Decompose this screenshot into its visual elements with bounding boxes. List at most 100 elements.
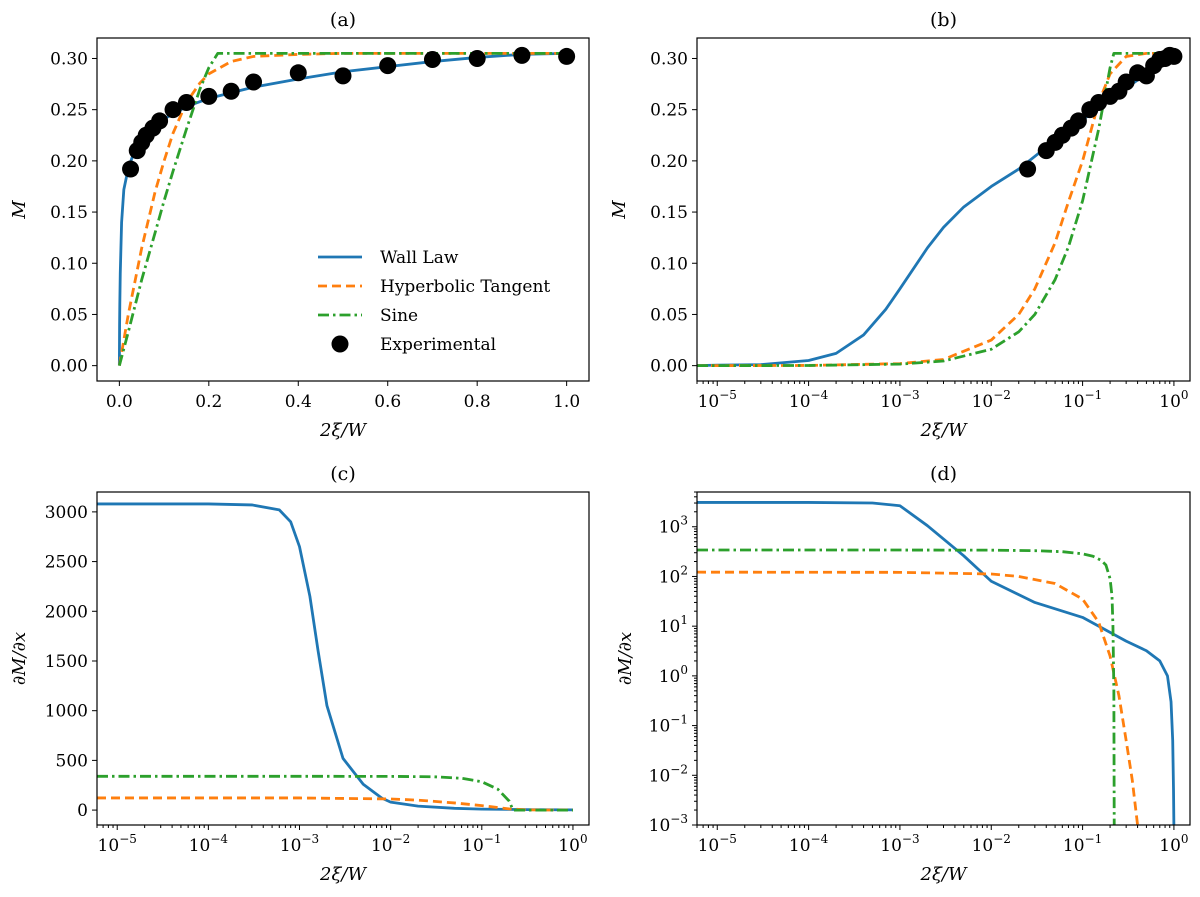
series-line-sine (97, 774, 573, 812)
y-tick-label: 500 (56, 751, 88, 771)
x-tick-label: 0.0 (106, 392, 133, 412)
y-tick-label: 2500 (45, 553, 88, 573)
x-tick-label: 10−5 (98, 832, 137, 856)
data-point-exp (222, 82, 240, 100)
y-tick-label: 100 (659, 663, 688, 687)
y-tick-label: 0.30 (650, 49, 688, 69)
data-point-exp (289, 64, 307, 82)
y-tick-label: 0.00 (650, 357, 688, 377)
x-axis-label: 2ξ/W (319, 864, 367, 885)
x-tick-label: 10−1 (1063, 832, 1102, 856)
x-tick-label: 0.4 (285, 392, 312, 412)
data-point-exp (334, 67, 352, 85)
y-tick-label: 10−2 (649, 762, 688, 786)
plot-area (697, 501, 1176, 825)
x-tick-label: 10−5 (698, 388, 737, 412)
x-tick-label: 100 (558, 832, 587, 856)
panel-b: (b) 10−5 10−4 10−3 10−2 10−1 100 0.00 0.05 0.10 0.… (609, 9, 1191, 441)
series-line-tanh (97, 796, 573, 812)
x-tick-label: 10−3 (280, 832, 319, 856)
legend-label: Wall Law (380, 248, 459, 268)
x-tick-label: 0.8 (464, 392, 491, 412)
panel-a: (a) 0.0 0.2 0.4 0.6 0.8 1.0 0.00 0.05 0.10 0.15 0.2… (9, 9, 590, 441)
y-tick-label: 0.25 (50, 101, 88, 121)
data-point-exp (1069, 112, 1087, 130)
data-point-exp (1165, 47, 1183, 65)
y-tick-label: 103 (659, 514, 688, 538)
panel-title: (d) (930, 463, 957, 485)
x-tick-label: 10−1 (1063, 388, 1102, 412)
data-point-exp (379, 57, 397, 75)
y-tick-label: 1000 (45, 702, 88, 722)
x-axis-label: 2ξ/W (319, 420, 367, 441)
y-axis-label: ∂M/∂x (615, 632, 636, 685)
series-line-wall (97, 502, 573, 812)
x-tick-label: 10−4 (789, 832, 829, 856)
data-point-exp (468, 49, 486, 67)
y-tick-label: 10−3 (649, 812, 688, 836)
data-point-exp (1019, 160, 1037, 178)
panel-title: (b) (930, 9, 957, 31)
series-line-sine (697, 51, 1174, 368)
x-tick-label: 100 (1159, 832, 1188, 856)
panel-title: (a) (330, 9, 356, 31)
plot-area (697, 46, 1183, 368)
plot-frame (96, 491, 590, 826)
legend-marker-exp (331, 335, 349, 353)
y-tick-label: 3000 (45, 503, 88, 523)
x-tick-label: 1.0 (553, 392, 580, 412)
plot-area (97, 502, 573, 812)
y-tick-label: 0.15 (650, 203, 688, 223)
y-tick-label: 102 (659, 563, 688, 587)
legend-label: Sine (380, 306, 418, 326)
x-tick-label: 10−4 (189, 832, 229, 856)
y-tick-label: 0.15 (50, 203, 88, 223)
x-tick-label: 10−2 (972, 388, 1011, 412)
data-point-exp (423, 51, 441, 69)
panel-title: (c) (330, 463, 355, 485)
x-tick-label: 10−5 (698, 832, 737, 856)
y-tick-label: 0.00 (50, 357, 88, 377)
series-line-tanh (697, 570, 1139, 825)
series-line-wall (697, 501, 1176, 825)
x-axis-label: 2ξ/W (920, 420, 968, 441)
data-point-exp (164, 101, 182, 119)
y-tick-label: 0.20 (50, 152, 88, 172)
data-point-exp (1117, 73, 1135, 91)
x-tick-label: 0.2 (195, 392, 222, 412)
plot-area (117, 46, 576, 366)
data-point-exp (200, 87, 218, 105)
y-tick-label: 10−1 (649, 713, 688, 737)
x-tick-label: 10−2 (972, 832, 1011, 856)
y-axis-label: ∂M/∂x (9, 632, 30, 685)
data-point-exp (245, 73, 263, 91)
x-tick-label: 100 (1159, 388, 1188, 412)
legend: Wall Law Hyperbolic Tangent Sine Experiment… (318, 248, 550, 355)
y-axis-label: M (609, 200, 630, 220)
y-tick-label: 0.10 (650, 254, 688, 274)
y-tick-label: 0 (77, 801, 88, 821)
y-axis-label: M (9, 200, 30, 220)
y-tick-label: 0.20 (650, 152, 688, 172)
plot-frame (96, 37, 590, 382)
panel-d: (d) 10−5 10−4 10−3 10−2 10−1 100 10−3 10−2 10−1 10… (615, 463, 1191, 885)
y-tick-label: 0.25 (650, 101, 688, 121)
x-tick-label: 0.6 (374, 392, 401, 412)
panel-c: (c)10−5 10−4 10−3 10−2 10−1 10005001000150020… (9, 463, 590, 885)
y-tick-label: 2000 (45, 602, 88, 622)
plot-frame (696, 37, 1191, 382)
data-point-exp (177, 94, 195, 112)
legend-label: Hyperbolic Tangent (380, 277, 550, 297)
x-tick-label: 10−3 (880, 832, 919, 856)
x-tick-label: 10−2 (371, 832, 410, 856)
x-tick-label: 10−1 (462, 832, 501, 856)
legend-label: Experimental (380, 335, 496, 355)
x-tick-label: 10−4 (789, 388, 829, 412)
series-line-sine (118, 51, 567, 366)
y-tick-label: 0.10 (50, 254, 88, 274)
x-tick-label: 10−3 (880, 388, 919, 412)
data-point-exp (122, 160, 140, 178)
data-point-exp (558, 47, 576, 65)
y-tick-label: 0.05 (50, 305, 88, 325)
